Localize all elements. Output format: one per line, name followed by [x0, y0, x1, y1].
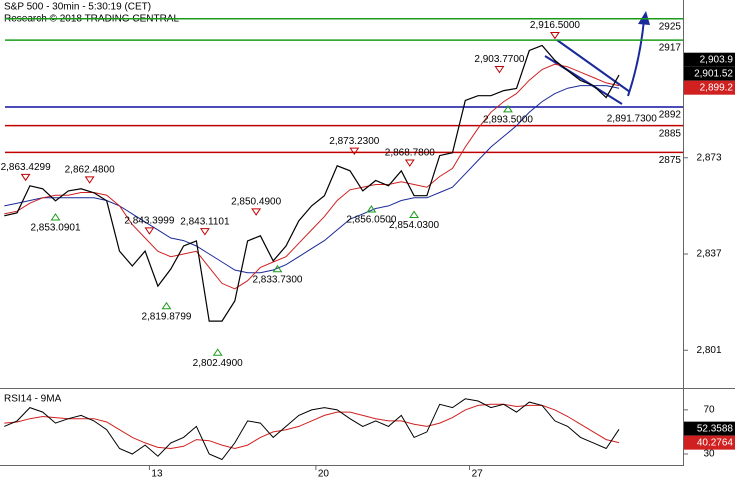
- high-marker: [199, 228, 210, 236]
- level-label: 2875: [659, 155, 682, 166]
- low-label: 2,854.0300: [389, 220, 439, 231]
- high-marker: [494, 65, 505, 74]
- price-label: 40.2764: [697, 437, 734, 448]
- low-label: 2,833.7300: [252, 274, 302, 285]
- forecast-arrow: [627, 19, 645, 97]
- high-label: 2,863.4299: [1, 162, 51, 173]
- level-label: 2892: [659, 110, 682, 121]
- low-marker: [503, 105, 513, 113]
- high-label: 2,843.3999: [124, 216, 174, 227]
- level-label: 2885: [659, 128, 682, 139]
- y-tick-label: 2,873: [696, 152, 721, 163]
- price-label: 2,901.52: [694, 68, 733, 79]
- high-marker: [404, 159, 415, 167]
- high-label: 2,843.1101: [180, 216, 230, 227]
- y-tick-label: 70: [703, 404, 715, 415]
- high-label: 2,916.5000: [530, 20, 580, 31]
- high-label: 2,862.4800: [65, 165, 115, 176]
- series-line: [4, 403, 620, 450]
- price-label-box: [684, 52, 735, 67]
- high-marker: [20, 173, 31, 182]
- x-tick-label: 27: [472, 469, 484, 480]
- channel-top: [556, 39, 631, 93]
- high-marker: [550, 31, 560, 40]
- series-line: [4, 44, 620, 322]
- high-marker: [349, 147, 360, 156]
- price-label: 52.3588: [697, 423, 734, 434]
- series-line: [4, 398, 620, 461]
- price-label-box: [684, 435, 735, 450]
- low-label: 2,856.0500: [346, 215, 396, 226]
- low-marker: [212, 348, 223, 356]
- price-label-box: [684, 80, 735, 95]
- level-label: 2925: [659, 21, 682, 32]
- high-label: 2,903.7700: [474, 54, 524, 65]
- y-tick-label: 30: [703, 449, 715, 460]
- high-label: 2,868.7800: [385, 148, 435, 159]
- series-line: [4, 63, 620, 290]
- price-label: 2,899.2: [700, 82, 734, 93]
- low-marker: [366, 205, 377, 213]
- low-label: 2,853.0901: [30, 223, 80, 234]
- annotation-label: 2,891.7300: [607, 113, 657, 124]
- y-tick-label: 2,801: [696, 345, 721, 356]
- high-label: 2,850.4900: [231, 197, 281, 208]
- high-marker: [144, 227, 155, 235]
- high-label: 2,873.2300: [329, 136, 379, 147]
- x-tick-label: 13: [151, 469, 163, 480]
- low-marker: [50, 213, 61, 221]
- price-label-box: [684, 66, 735, 81]
- price-label: 2,903.9: [700, 54, 734, 65]
- low-label: 2,893.5000: [483, 115, 533, 126]
- low-marker: [409, 210, 420, 218]
- low-marker: [272, 264, 283, 273]
- rsi-title: RSI14 - 9MA: [4, 394, 62, 405]
- high-marker: [84, 176, 95, 184]
- high-marker: [251, 208, 262, 216]
- low-marker: [161, 301, 172, 310]
- channel-bottom: [544, 55, 623, 105]
- price-label-box: [684, 421, 735, 436]
- chart-title: S&P 500 - 30min - 5:30:19 (CET): [4, 2, 151, 13]
- x-tick-label: 20: [318, 469, 330, 480]
- low-label: 2,802.4900: [193, 358, 243, 369]
- level-label: 2917: [659, 43, 682, 54]
- y-tick-label: 2,837: [696, 249, 721, 260]
- low-label: 2,819.8799: [141, 311, 191, 322]
